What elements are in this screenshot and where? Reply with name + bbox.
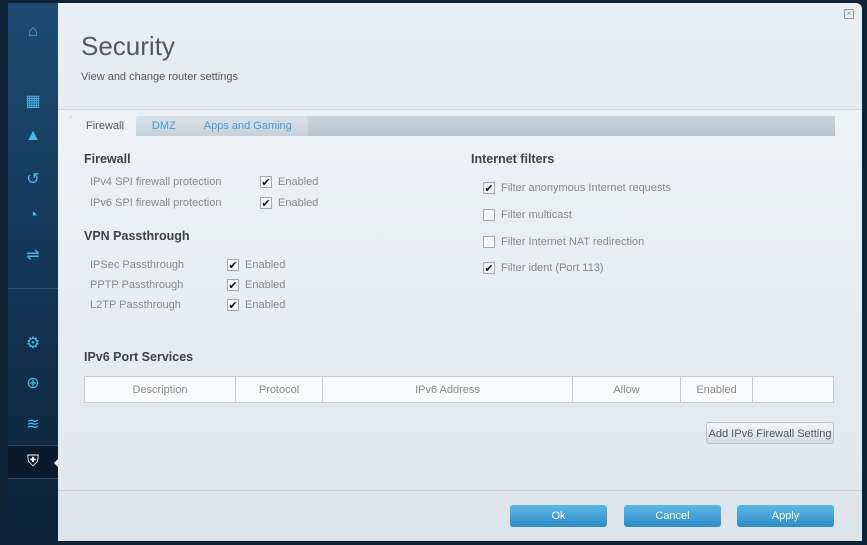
filter-multicast-checkbox[interactable] <box>483 209 495 221</box>
tab-firewall[interactable]: Firewall <box>70 116 140 136</box>
filter-anonymous-label: Filter anonymous Internet requests <box>501 182 671 194</box>
add-ipv6-firewall-setting-button[interactable]: Add IPv6 Firewall Setting <box>706 422 834 444</box>
troubleshooting-icon: ⊕ <box>26 375 40 392</box>
ipv4-spi-label: IPv4 SPI firewall protection <box>90 176 222 188</box>
wireless-icon: ≋ <box>26 416 40 433</box>
sidebar-item-parental[interactable]: ↺ <box>8 162 58 196</box>
alert-icon: ▲ <box>25 127 41 144</box>
ipv6-spi-value: Enabled <box>278 197 319 209</box>
filter-nat-redirection-label: Filter Internet NAT redirection <box>501 236 645 248</box>
col-actions <box>752 376 834 403</box>
filter-nat-redirection-checkbox[interactable] <box>483 236 495 248</box>
filter-multicast-label: Filter multicast <box>501 209 572 221</box>
sidebar-item-connectivity[interactable]: ⚙ <box>8 326 58 360</box>
devices-icon: ▦ <box>25 93 41 110</box>
sidebar-item-usb[interactable]: ⇌ <box>8 238 58 272</box>
pptp-label: PPTP Passthrough <box>90 279 184 291</box>
ipv6-spi-label: IPv6 SPI firewall protection <box>90 197 222 209</box>
internet-filters-heading: Internet filters <box>471 152 555 166</box>
sidebar-item-troubleshooting[interactable]: ⊕ <box>8 366 58 400</box>
l2tp-label: L2TP Passthrough <box>90 299 181 311</box>
col-allow: Allow <box>572 376 681 403</box>
ipv4-spi-checkbox[interactable]: ✔ <box>260 176 272 189</box>
sidebar: ⌂ ▦ ▲ ↺ ◔ ⇌ ⚙ ⊕ ≋ ⛨ <box>8 3 59 541</box>
page-title: Security <box>81 31 175 61</box>
sidebar-item-devices[interactable]: ▦ <box>8 84 58 118</box>
usb-icon: ⇌ <box>26 247 40 264</box>
tab-dmz[interactable]: DMZ <box>135 116 192 136</box>
cancel-button[interactable]: Cancel <box>624 505 721 527</box>
pptp-checkbox[interactable]: ✔ <box>227 279 239 292</box>
ipv6-port-services-table: Description Protocol IPv6 Address Allow … <box>84 376 834 403</box>
l2tp-value: Enabled <box>245 299 286 311</box>
security-shield-icon: ⛨ <box>26 453 39 470</box>
ok-button[interactable]: Ok <box>510 505 607 527</box>
close-icon[interactable]: × <box>844 9 854 19</box>
tab-bar: Firewall DMZ Apps and Gaming <box>70 116 835 136</box>
connectivity-gear-icon: ⚙ <box>25 335 41 352</box>
ipsec-label: IPSec Passthrough <box>90 259 185 271</box>
pptp-value: Enabled <box>245 279 286 291</box>
l2tp-checkbox[interactable]: ✔ <box>227 299 239 312</box>
ipsec-checkbox[interactable]: ✔ <box>227 259 239 272</box>
security-panel: × Security View and change router settin… <box>58 3 862 541</box>
sidebar-item-wireless[interactable]: ≋ <box>8 407 58 441</box>
router-icon: ⌂ <box>28 23 38 40</box>
ipv4-spi-value: Enabled <box>278 176 319 188</box>
sidebar-item-alert[interactable]: ▲ <box>8 119 58 153</box>
col-description: Description <box>84 376 236 403</box>
parental-icon: ↺ <box>26 171 40 188</box>
apply-button[interactable]: Apply <box>737 505 834 527</box>
tab-apps-and-gaming[interactable]: Apps and Gaming <box>187 116 308 136</box>
filter-ident-checkbox[interactable]: ✔ <box>483 262 495 275</box>
ipsec-value: Enabled <box>245 259 286 271</box>
vpn-heading: VPN Passthrough <box>84 229 190 243</box>
page-subtitle: View and change router settings <box>81 71 238 83</box>
col-ipv6-address: IPv6 Address <box>322 376 573 403</box>
filter-anonymous-checkbox[interactable]: ✔ <box>483 182 495 195</box>
col-enabled: Enabled <box>680 376 753 403</box>
firewall-heading: Firewall <box>84 152 131 166</box>
speed-icon: ◔ <box>28 207 38 224</box>
ipv6-port-services-heading: IPv6 Port Services <box>84 350 194 364</box>
sidebar-item-speed[interactable]: ◔ <box>8 199 58 233</box>
ipv6-spi-checkbox[interactable]: ✔ <box>260 197 272 210</box>
sidebar-item-router[interactable]: ⌂ <box>8 15 58 49</box>
col-protocol: Protocol <box>235 376 323 403</box>
filter-ident-label: Filter ident (Port 113) <box>501 262 604 274</box>
sidebar-item-security[interactable]: ⛨ <box>8 445 59 479</box>
